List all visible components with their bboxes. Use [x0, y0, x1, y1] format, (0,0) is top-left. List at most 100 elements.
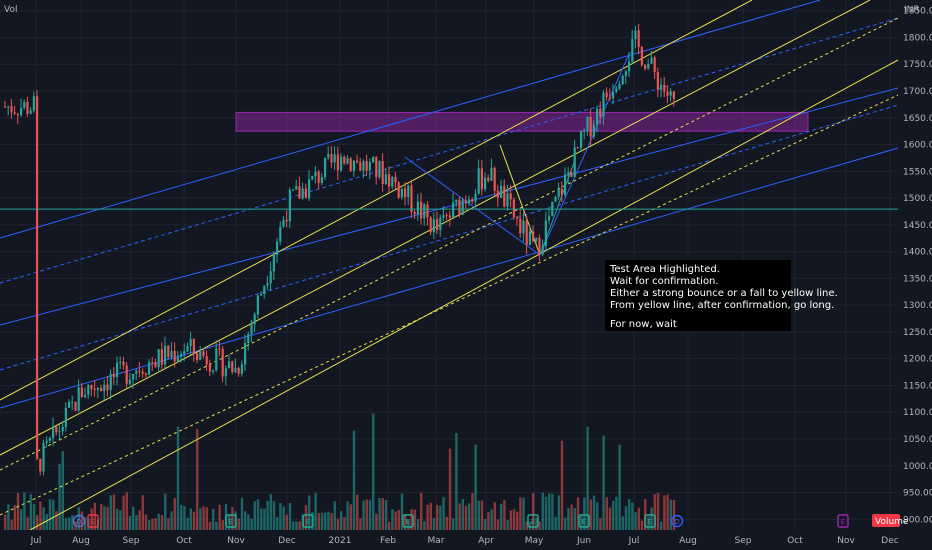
volume-bar [640, 520, 644, 530]
volume-bar [320, 512, 324, 530]
candle-body [436, 219, 439, 231]
volume-bar [327, 511, 330, 530]
volume-bar [356, 494, 359, 530]
event-marker[interactable]: E [87, 514, 99, 528]
volume-indicator-label[interactable]: Vol [4, 5, 17, 15]
price-tick-label: 1850.00 [903, 7, 932, 17]
candle-body [599, 108, 602, 117]
volume-bar [292, 521, 295, 530]
candle-body [464, 200, 467, 204]
volume-bar [570, 504, 573, 530]
event-marker[interactable]: E [527, 514, 539, 528]
volume-bar [669, 499, 672, 530]
trendline[interactable] [0, 0, 821, 239]
volume-bar [336, 518, 340, 530]
volume-bar [413, 509, 416, 530]
candle-body [487, 177, 490, 181]
candle-body [592, 124, 595, 137]
candle-body [231, 361, 234, 373]
volume-bar [503, 499, 506, 530]
volume-bar [599, 517, 602, 530]
volume-bar [442, 497, 445, 530]
price-axis[interactable]: 900.00 950.00 1000.00 1050.00 1100.00 1150.00… [898, 0, 932, 550]
volume-bar [458, 503, 461, 530]
candle-body [74, 401, 77, 411]
time-axis[interactable]: Jul Aug Sep Oct Nov Dec 2021 Feb Mar Apr May Jun Jul… [0, 530, 932, 550]
candle-body [64, 407, 67, 427]
candle-body [567, 172, 570, 175]
price-tick-label: 1000.00 [903, 462, 932, 472]
candle-body [423, 204, 426, 219]
volume-bar [378, 498, 381, 530]
trendline[interactable] [0, 87, 899, 326]
time-tick-label: Oct [787, 536, 803, 546]
volume-badge[interactable]: Volume [872, 514, 909, 527]
candle-body [250, 324, 253, 334]
volume-bar [384, 500, 388, 530]
candle-body [554, 196, 557, 202]
price-tick-label: 1300.00 [903, 301, 932, 311]
event-marker-label: D [674, 518, 679, 526]
candle-body [279, 226, 282, 242]
candle-body [157, 349, 160, 368]
trendline[interactable] [29, 59, 899, 531]
volume-bar [157, 513, 160, 530]
candle-body [391, 177, 394, 187]
volume-bar [500, 503, 503, 530]
event-marker[interactable]: E [644, 514, 656, 528]
event-marker-label: E [306, 518, 310, 526]
candle-body [125, 365, 128, 384]
time-tick-label: Nov [227, 536, 245, 546]
volume-bar [183, 506, 186, 530]
annotation-line-6: For now, wait [610, 319, 677, 330]
earnings-marker-icon [402, 514, 414, 528]
volume-bar [16, 492, 20, 530]
volume-bar [4, 514, 7, 530]
volume-bar [372, 413, 375, 530]
volume-bar [23, 492, 26, 530]
candle-body [615, 88, 618, 92]
earnings-marker-icon [302, 514, 314, 528]
trendline[interactable] [0, 0, 753, 401]
candle-body [116, 362, 119, 378]
candle-body [368, 162, 371, 171]
trendline[interactable] [539, 51, 631, 256]
trendline-layer[interactable] [0, 0, 899, 531]
candle-body [477, 168, 480, 194]
volume-bar [39, 501, 42, 530]
trendline[interactable] [0, 104, 899, 371]
volume-bar [541, 492, 544, 530]
volume-bar [359, 518, 362, 530]
candle-body [154, 362, 157, 368]
event-marker[interactable]: D [72, 514, 86, 528]
time-tick-label: May [525, 536, 544, 546]
trendline[interactable] [0, 17, 899, 284]
candlestick-series [4, 23, 675, 476]
volume-bar [196, 429, 199, 530]
annotation-box[interactable]: Test Area Highlighted. Wait for confirma… [605, 260, 838, 331]
event-marker[interactable]: E [578, 514, 590, 528]
trendline[interactable] [404, 156, 541, 256]
trendline[interactable] [0, 17, 899, 471]
candle-body [96, 387, 99, 390]
event-marker[interactable]: E [225, 514, 237, 528]
annotation-line-4: From yellow line, after confirmation, go… [610, 300, 834, 311]
price-tick-label: 900.00 [903, 515, 932, 525]
candle-body [29, 110, 32, 114]
volume-bar [116, 508, 119, 530]
volume-bar [487, 512, 490, 530]
event-marker[interactable]: E [402, 514, 414, 528]
candle-body [612, 91, 615, 99]
candle-body [266, 283, 269, 286]
candle-body [528, 231, 531, 245]
candle-body [301, 188, 304, 199]
event-marker[interactable]: E [302, 514, 314, 528]
candle-body [570, 172, 573, 177]
event-marker[interactable]: D [670, 514, 684, 528]
event-marker[interactable]: E [837, 514, 849, 528]
price-tick-label: 1550.00 [903, 167, 932, 177]
volume-bar [464, 505, 468, 530]
candle-body [16, 113, 19, 116]
